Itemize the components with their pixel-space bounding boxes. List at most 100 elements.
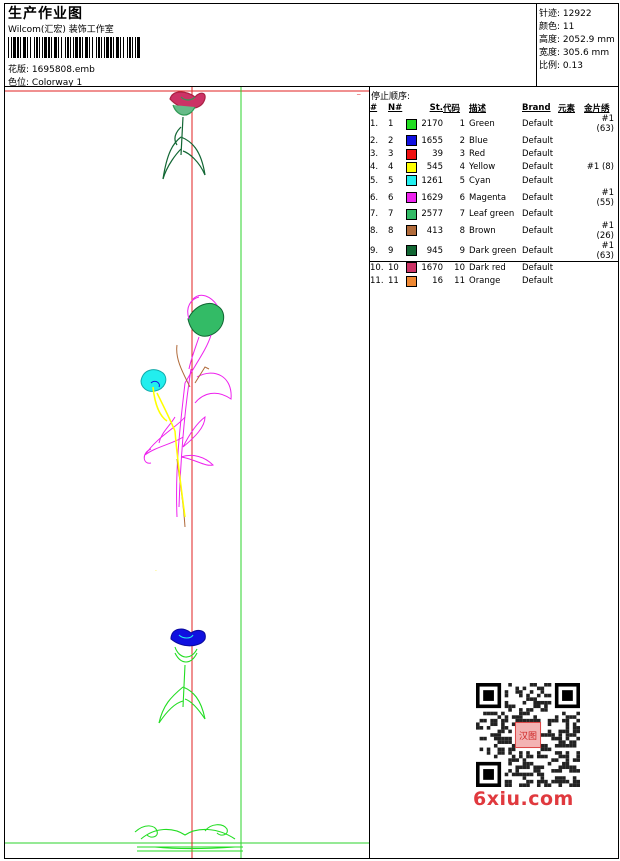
preview-panel — [4, 86, 370, 859]
color-swatch-box — [406, 245, 417, 257]
row-element — [558, 208, 584, 221]
row-index: 5. — [370, 175, 379, 186]
qr-center-text: 汉图 — [519, 731, 537, 742]
row-number: 4 — [388, 162, 394, 173]
row-element — [558, 114, 584, 134]
row-sequin: #1 (26) — [596, 220, 614, 241]
barcode-bar — [116, 37, 119, 58]
color-swatch — [404, 208, 417, 221]
row-index: 10. — [370, 262, 384, 273]
color-swatch-box — [406, 148, 417, 160]
color-swatch — [404, 241, 417, 261]
stop-sequence-panel — [369, 86, 619, 262]
table-row: 9. 9 945 9 Dark green Default #1 (63) — [370, 241, 614, 261]
barcode-bar — [75, 37, 78, 58]
row-brand: Default — [522, 119, 554, 129]
row-stitches: 945 — [426, 245, 443, 256]
color-swatch-box — [406, 135, 417, 147]
row-brand: Default — [522, 135, 554, 146]
design-file: 花版: 1695808.emb — [8, 62, 95, 75]
row-code: 6 — [459, 192, 465, 203]
design-label: 花版: — [8, 65, 30, 75]
row-brand: Default — [522, 162, 554, 173]
color-swatch-box — [406, 118, 417, 130]
row-index: 4. — [370, 162, 379, 173]
barcode-bar — [39, 37, 40, 58]
svg-text:·: · — [155, 568, 157, 575]
border-flourish — [134, 824, 243, 852]
color-swatch-box — [406, 208, 417, 220]
row-stitches: 2170 — [421, 119, 443, 129]
color-swatch-box — [406, 225, 417, 237]
row-element — [558, 134, 584, 147]
barcode-bar — [17, 37, 19, 58]
row-sequin: #1 (63) — [596, 114, 614, 134]
row-number: 10 — [388, 262, 399, 273]
barcode-bar — [85, 37, 88, 58]
row-element — [558, 188, 584, 208]
barcode-bar — [30, 37, 31, 58]
barcode-bar — [34, 37, 35, 58]
barcode-bar — [11, 37, 12, 58]
row-code: 10 — [454, 262, 465, 273]
barcode-bar — [132, 37, 133, 58]
table-row: 11. 11 16 11 Orange Default — [370, 274, 614, 287]
color-swatch-box — [406, 275, 417, 287]
stop-sequence-table: # N# St. 代码 描述 Brand 元素 金片绣 1. 1 2170 1 Gree… — [370, 101, 614, 288]
row-index: 9. — [370, 245, 379, 256]
color-swatch-box — [406, 161, 417, 173]
barcode-bar — [101, 37, 102, 58]
row-index: 2. — [370, 135, 379, 146]
row-index: 1. — [370, 119, 379, 129]
row-sequin — [584, 174, 614, 187]
row-stitches: 16 — [432, 276, 443, 287]
barcode-bar — [42, 37, 43, 58]
row-code: 4 — [459, 162, 465, 173]
barcode-bar — [110, 37, 112, 58]
table-header-row: # N# St. 代码 描述 Brand 元素 金片绣 — [370, 101, 614, 114]
stat-width: 宽度: 305.6 mm — [539, 48, 610, 58]
row-sequin — [584, 134, 614, 147]
row-sequin: #1 (8) — [586, 162, 614, 173]
stop-sequence-title: 停止顺序: — [371, 92, 411, 102]
color-swatch — [404, 161, 417, 174]
row-index: 7. — [370, 209, 379, 220]
row-brand: Default — [522, 262, 554, 273]
barcode-bar — [127, 37, 128, 58]
row-element — [558, 147, 584, 160]
row-code: 1 — [459, 119, 465, 129]
barcode-bar — [54, 37, 57, 58]
row-brand: Default — [522, 225, 554, 236]
colorway-value: Colorway 1 — [31, 78, 83, 88]
row-brand: Default — [522, 209, 554, 220]
col-header-code: 代码 — [443, 103, 461, 114]
barcode-bar — [44, 37, 47, 58]
color-swatch — [404, 261, 417, 274]
middle-flower — [140, 294, 232, 528]
row-description: Dark red — [469, 262, 506, 273]
row-description: Cyan — [469, 175, 491, 186]
color-swatch — [404, 174, 417, 187]
row-element — [558, 221, 584, 241]
row-code: 9 — [459, 245, 465, 256]
barcode-bar — [20, 37, 21, 58]
col-header-element: 元素 — [558, 103, 576, 114]
barcode-bar — [65, 37, 66, 58]
row-sequin — [584, 147, 614, 160]
row-element — [558, 174, 584, 187]
colorway: 色位: Colorway 1 — [8, 75, 82, 88]
row-description: Dark green — [469, 245, 517, 256]
row-index: 6. — [370, 192, 379, 203]
row-sequin — [584, 208, 614, 221]
colorway-label: 色位: — [8, 78, 30, 88]
row-description: Orange — [469, 276, 501, 287]
row-sequin — [584, 261, 614, 274]
barcode-bar — [58, 37, 59, 58]
row-number: 1 — [388, 119, 394, 129]
barcode-bar — [70, 37, 71, 58]
barcode-bar — [73, 37, 74, 58]
row-number: 3 — [388, 149, 394, 160]
row-sequin: #1 (63) — [596, 240, 614, 261]
stat-stitches: 针迹: 12922 — [539, 9, 592, 19]
page-title: 生产作业图 — [8, 6, 83, 22]
